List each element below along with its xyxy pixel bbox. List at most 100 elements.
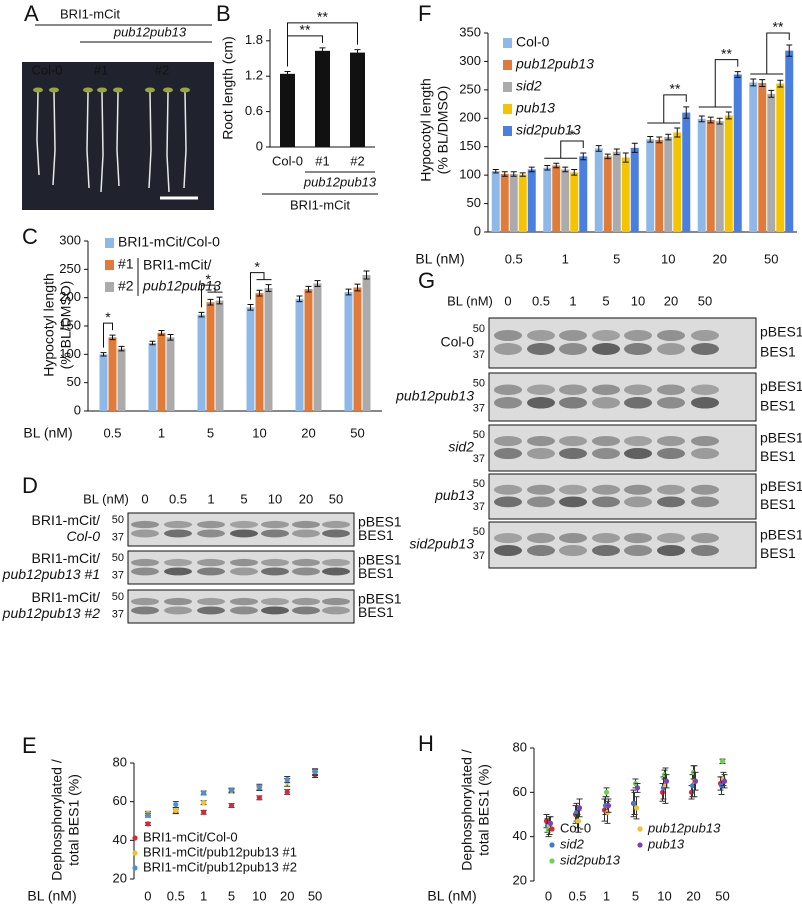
bar (108, 337, 117, 411)
y-axis-label: (% BL/DMSO) (435, 86, 451, 175)
blot-band (197, 529, 225, 538)
mw-marker: 37 (473, 349, 485, 361)
blot-band (131, 520, 159, 529)
error-bar (665, 133, 672, 141)
blot-band (292, 567, 320, 576)
lane-label: 10 (268, 491, 282, 506)
error-bar (100, 352, 107, 357)
x-tick-label: 0 (545, 888, 552, 903)
blot-band (164, 558, 192, 567)
blot-strip (488, 372, 757, 422)
x-tick-label: 5 (632, 888, 639, 903)
legend-swatch (503, 60, 512, 70)
mw-marker: 50 (112, 552, 124, 564)
legend-swatch (503, 126, 512, 136)
band-label: pBES1 (358, 591, 402, 607)
x-tick-label: #2 (350, 153, 364, 168)
bar (561, 169, 570, 232)
error-bar (553, 162, 560, 169)
blot-band (261, 520, 289, 529)
legend-marker (549, 842, 555, 848)
bar (280, 73, 295, 147)
error-bar (707, 116, 714, 124)
blot-band (494, 496, 522, 508)
error-bar (265, 284, 272, 292)
data-point (633, 805, 640, 811)
lane-label: 0.5 (169, 491, 187, 506)
bar (706, 119, 715, 232)
x-tick-label: 5 (613, 251, 620, 266)
mw-marker: 50 (473, 478, 485, 490)
blot-band (494, 343, 522, 355)
mw-marker: 37 (112, 608, 124, 620)
lane-label: 5 (602, 293, 609, 308)
data-point (145, 812, 151, 818)
blot-band (559, 397, 587, 409)
data-point (228, 787, 235, 793)
blot-band (164, 529, 192, 538)
blot-band (559, 330, 587, 341)
x-tick-label: 50 (764, 251, 778, 266)
data-point (547, 820, 554, 826)
significance-label: * (255, 258, 261, 274)
blot-band (292, 529, 320, 538)
blot-x-label: BL (nM) (83, 491, 129, 506)
y-tick-label: 0.6 (245, 103, 263, 118)
x-tick-label: 1 (158, 425, 165, 440)
error-bar (716, 117, 723, 125)
bar (715, 121, 724, 232)
band-label: pBES1 (760, 378, 802, 394)
data-point (201, 809, 207, 815)
blot-band (559, 448, 587, 460)
blot-band (164, 606, 192, 615)
mw-marker: 50 (473, 429, 485, 441)
y-axis-label: (% BL/DMSO) (58, 281, 74, 370)
x-tick-label: 50 (308, 888, 322, 903)
error-bar (198, 311, 205, 318)
blot-band (322, 520, 350, 529)
y-axis-label: Root length (cm) (220, 36, 236, 139)
mw-marker: 37 (112, 531, 124, 543)
error-bar (284, 70, 291, 77)
legend-marker (549, 858, 555, 864)
blot-band (592, 448, 620, 460)
bar (749, 82, 758, 232)
blot-strip (488, 473, 757, 520)
legend-label: pub12pub13 (647, 820, 721, 835)
row-label: sid2 (448, 439, 474, 455)
data-point (228, 802, 235, 809)
error-bar (314, 280, 321, 287)
error-bar (656, 136, 663, 144)
error-bar (109, 334, 116, 341)
blot-band (131, 558, 159, 567)
blot-band (624, 533, 652, 544)
cotyledons (33, 87, 190, 93)
data-point (284, 789, 290, 795)
bar (500, 174, 509, 232)
significance-bracket (287, 22, 358, 67)
legend-swatch (503, 104, 512, 114)
blot-band (559, 484, 587, 495)
legend-marker (132, 850, 138, 856)
legend-label: BRI1-mCit/pub12pub13 #2 (143, 859, 297, 874)
legend-label: Col-0 (560, 820, 591, 835)
significance-label: * (569, 127, 575, 143)
blot-strip (488, 521, 757, 569)
bar (630, 147, 639, 232)
legend-label: sid2 (516, 78, 542, 94)
blot-band (559, 343, 587, 355)
x-axis-label: BL (nM) (427, 888, 476, 904)
blot-band (657, 436, 685, 447)
lane-label: 1 (569, 293, 576, 308)
x-tick-label: 1 (562, 251, 569, 266)
blot-band (657, 484, 685, 495)
data-point (692, 778, 699, 784)
y-tick-label: 350 (459, 24, 481, 39)
bar (664, 137, 673, 232)
lane-label: 20 (664, 293, 678, 308)
mw-marker: 50 (112, 514, 124, 526)
significance-label: ** (300, 22, 311, 38)
data-point (659, 789, 666, 795)
blot-band (230, 558, 258, 567)
